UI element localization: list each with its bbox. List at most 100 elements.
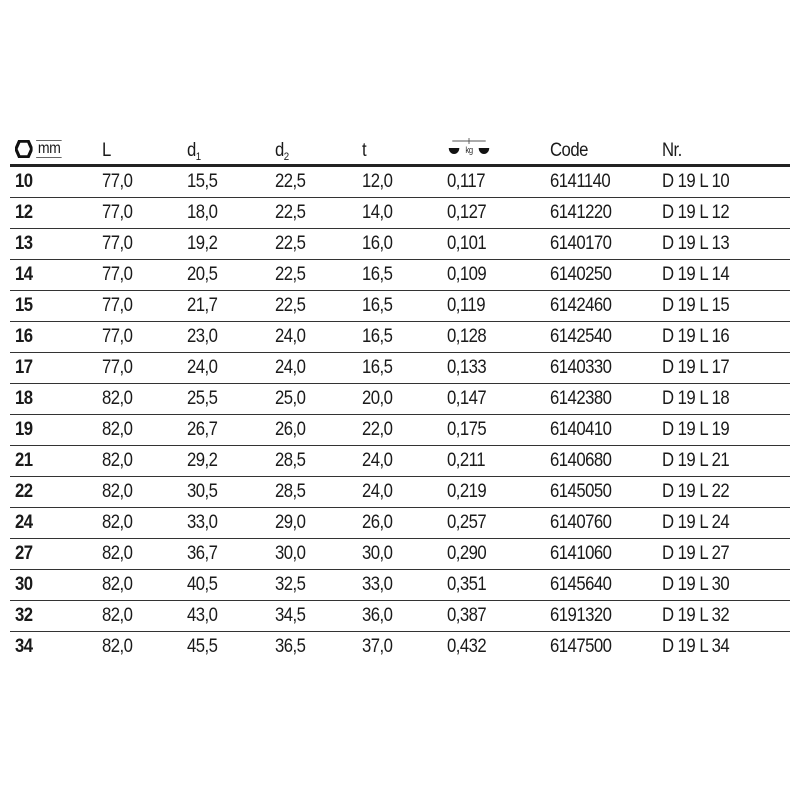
cell-d2: 30,0 [275, 543, 306, 564]
cell-code: 6191320 [550, 605, 612, 626]
cell-t: 16,5 [362, 264, 393, 285]
scale-icon: kg [448, 138, 490, 155]
header-nr: Nr. [662, 140, 682, 161]
cell-L: 82,0 [102, 512, 133, 533]
cell-L: 77,0 [102, 233, 133, 254]
cell-L: 77,0 [102, 326, 133, 347]
cell-t: 24,0 [362, 450, 393, 471]
cell-d2: 26,0 [275, 419, 306, 440]
cell-d1: 24,0 [187, 357, 218, 378]
cell-L: 82,0 [102, 605, 133, 626]
cell-size: 19 [15, 419, 33, 440]
cell-nr: D 19 L 22 [662, 481, 730, 502]
table-row: 18 82,0 25,5 25,0 20,0 0,147 6142380 D 19 L 18 [10, 384, 790, 415]
cell-size: 13 [15, 233, 33, 254]
cell-L: 77,0 [102, 202, 133, 223]
cell-d2: 32,5 [275, 574, 306, 595]
cell-nr: D 19 L 10 [662, 171, 730, 192]
hexagon-icon [15, 140, 33, 158]
cell-d2: 24,0 [275, 357, 306, 378]
cell-L: 77,0 [102, 357, 133, 378]
cell-d1: 19,2 [187, 233, 218, 254]
table-body: 10 77,0 15,5 22,5 12,0 0,117 6141140 D 19 L 10 1… [10, 167, 790, 663]
cell-size: 27 [15, 543, 33, 564]
cell-size: 16 [15, 326, 33, 347]
cell-nr: D 19 L 27 [662, 543, 730, 564]
cell-d1: 18,0 [187, 202, 218, 223]
cell-d2: 29,0 [275, 512, 306, 533]
cell-d2: 22,5 [275, 171, 306, 192]
cell-weight: 0,211 [447, 450, 485, 471]
table-row: 27 82,0 36,7 30,0 30,0 0,290 6141060 D 19 L 27 [10, 539, 790, 570]
cell-d1: 45,5 [187, 636, 218, 657]
cell-size: 24 [15, 512, 33, 533]
cell-code: 6145640 [550, 574, 612, 595]
table-row: 14 77,0 20,5 22,5 16,5 0,109 6140250 D 19 L 14 [10, 260, 790, 291]
cell-weight: 0,109 [447, 264, 487, 285]
cell-code: 6142540 [550, 326, 612, 347]
cell-nr: D 19 L 32 [662, 605, 730, 626]
cell-nr: D 19 L 16 [662, 326, 730, 347]
header-d2-sub: 2 [283, 151, 289, 163]
cell-weight: 0,101 [447, 233, 487, 254]
cell-t: 30,0 [362, 543, 393, 564]
cell-t: 16,5 [362, 295, 393, 316]
cell-weight: 0,117 [447, 171, 485, 192]
table-row: 19 82,0 26,7 26,0 22,0 0,175 6140410 D 19 L 19 [10, 415, 790, 446]
cell-size: 18 [15, 388, 33, 409]
cell-nr: D 19 L 13 [662, 233, 730, 254]
cell-L: 82,0 [102, 388, 133, 409]
cell-d2: 22,5 [275, 233, 306, 254]
cell-weight: 0,128 [447, 326, 487, 347]
table-row: 16 77,0 23,0 24,0 16,5 0,128 6142540 D 19 L 16 [10, 322, 790, 353]
cell-size: 10 [15, 171, 33, 192]
header-size: mm [15, 140, 63, 158]
cell-t: 36,0 [362, 605, 393, 626]
cell-code: 6145050 [550, 481, 612, 502]
cell-L: 82,0 [102, 450, 133, 471]
cell-t: 22,0 [362, 419, 393, 440]
table-row: 17 77,0 24,0 24,0 16,5 0,133 6140330 D 19 L 17 [10, 353, 790, 384]
cell-code: 6140760 [550, 512, 612, 533]
cell-d2: 22,5 [275, 202, 306, 223]
cell-d1: 29,2 [187, 450, 218, 471]
cell-weight: 0,147 [447, 388, 487, 409]
cell-d1: 33,0 [187, 512, 218, 533]
cell-t: 37,0 [362, 636, 393, 657]
cell-code: 6140170 [550, 233, 612, 254]
table-row: 10 77,0 15,5 22,5 12,0 0,117 6141140 D 19 L 10 [10, 167, 790, 198]
cell-d1: 20,5 [187, 264, 218, 285]
cell-nr: D 19 L 21 [662, 450, 730, 471]
cell-weight: 0,257 [447, 512, 487, 533]
cell-L: 82,0 [102, 543, 133, 564]
cell-L: 77,0 [102, 295, 133, 316]
cell-weight: 0,219 [447, 481, 487, 502]
cell-size: 12 [15, 202, 33, 223]
cell-d1: 23,0 [187, 326, 218, 347]
cell-code: 6140410 [550, 419, 612, 440]
header-d1-label: d [187, 140, 196, 161]
cell-t: 16,5 [362, 357, 393, 378]
cell-nr: D 19 L 34 [662, 636, 730, 657]
cell-size: 22 [15, 481, 33, 502]
cell-L: 82,0 [102, 419, 133, 440]
cell-d2: 25,0 [275, 388, 306, 409]
cell-nr: D 19 L 15 [662, 295, 730, 316]
table-row: 22 82,0 30,5 28,5 24,0 0,219 6145050 D 19 L 22 [10, 477, 790, 508]
cell-weight: 0,133 [447, 357, 487, 378]
cell-code: 6141140 [550, 171, 611, 192]
cell-weight: 0,119 [447, 295, 485, 316]
cell-nr: D 19 L 30 [662, 574, 730, 595]
cell-L: 82,0 [102, 574, 133, 595]
table-header: mm L d1 d2 t kg Code Nr. [10, 134, 790, 167]
cell-code: 6140330 [550, 357, 612, 378]
table-row: 15 77,0 21,7 22,5 16,5 0,119 6142460 D 19 L 15 [10, 291, 790, 322]
cell-d2: 28,5 [275, 481, 306, 502]
cell-d1: 25,5 [187, 388, 218, 409]
cell-d1: 26,7 [187, 419, 218, 440]
cell-weight: 0,290 [447, 543, 487, 564]
header-d2-label: d [275, 140, 284, 161]
cell-size: 30 [15, 574, 33, 595]
cell-L: 82,0 [102, 481, 133, 502]
table-row: 32 82,0 43,0 34,5 36,0 0,387 6191320 D 19 L 32 [10, 601, 790, 632]
